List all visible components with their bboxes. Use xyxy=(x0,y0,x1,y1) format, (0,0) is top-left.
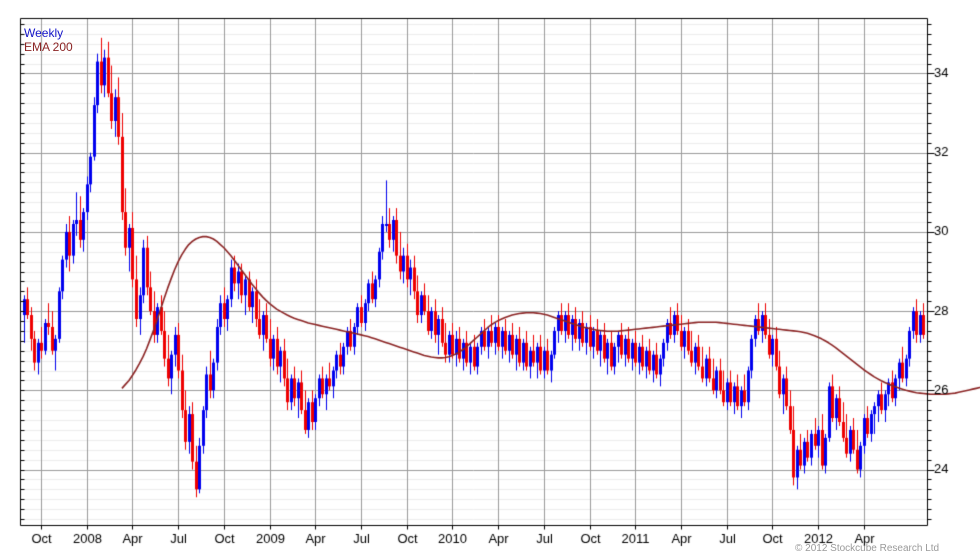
chart-legend: Weekly EMA 200 xyxy=(24,26,73,54)
copyright-notice: © 2012 Stockcube Research Ltd xyxy=(795,543,940,554)
legend-item-ema200: EMA 200 xyxy=(24,40,73,54)
legend-item-weekly: Weekly xyxy=(24,26,64,40)
